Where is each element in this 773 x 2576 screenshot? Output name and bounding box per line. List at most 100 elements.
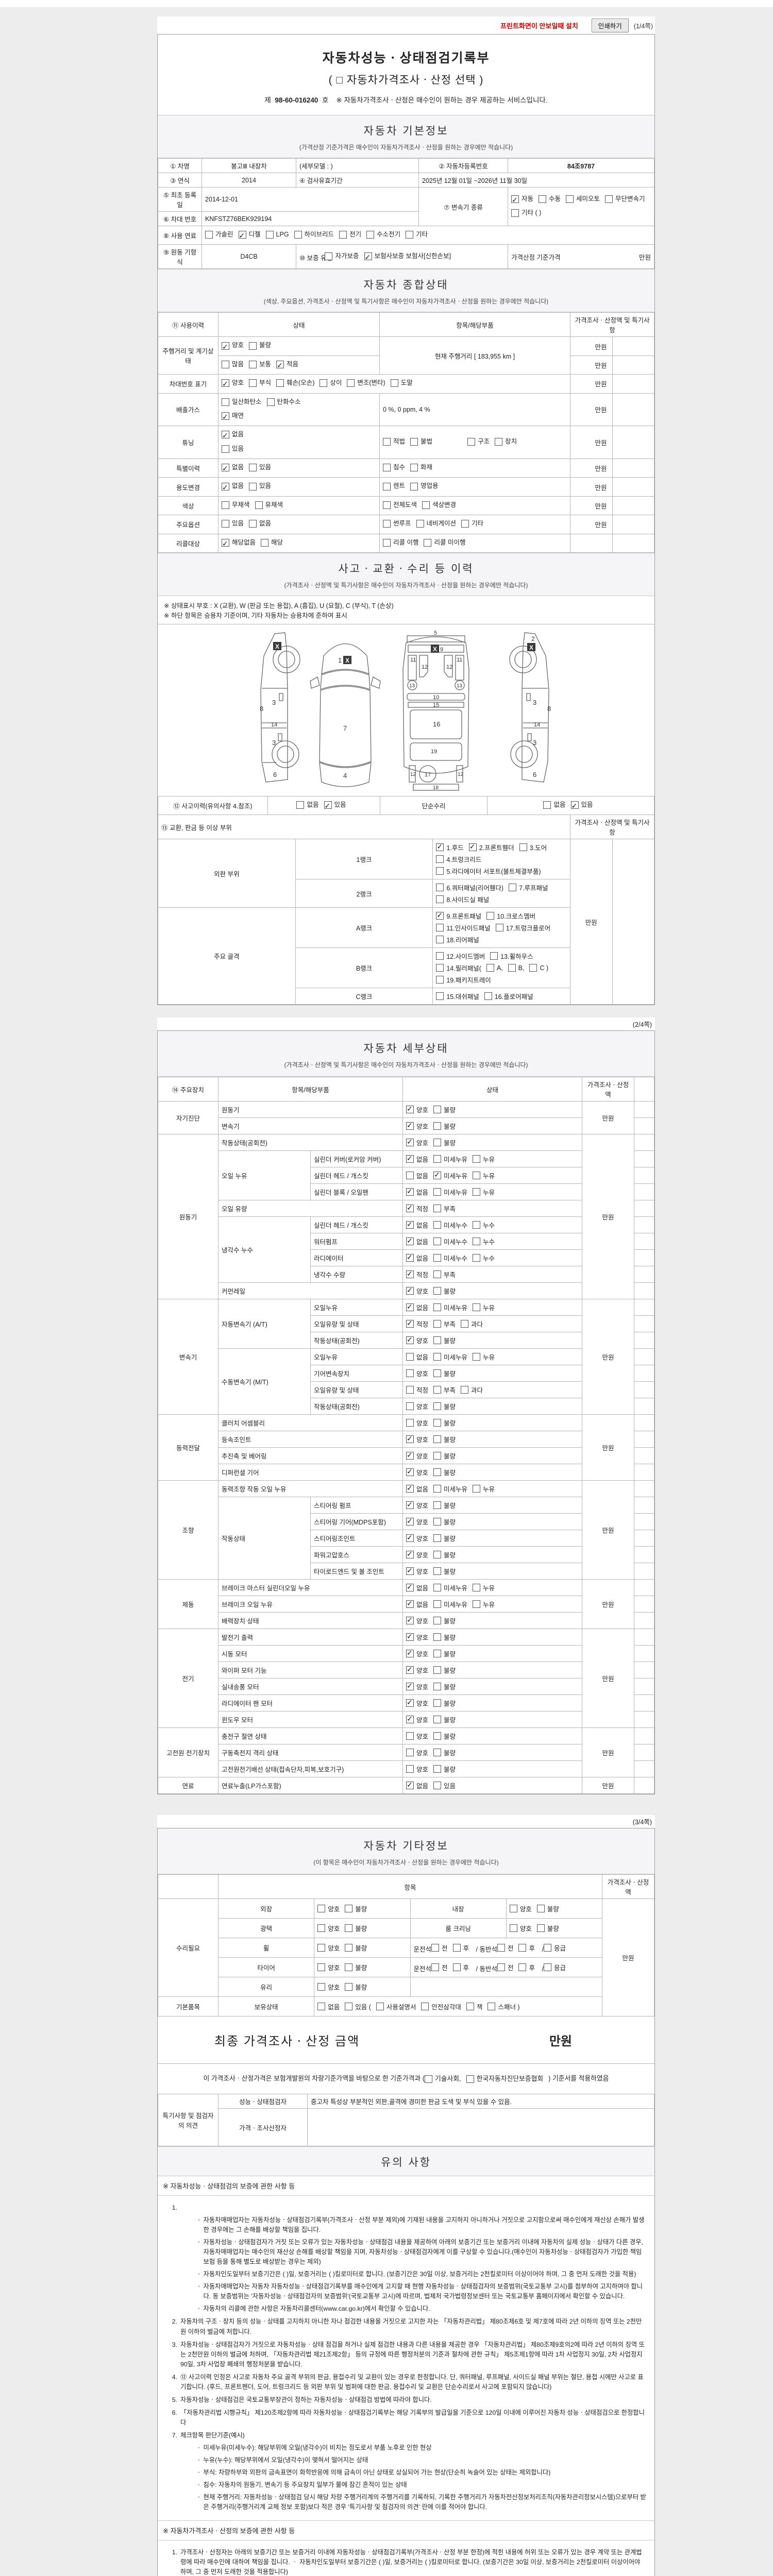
checkbox-없음: 없음 bbox=[406, 1583, 428, 1592]
page-1: 자동차성능ㆍ상태점검기록부 ( □ 자동차가격조사ㆍ산정 선택 ) 제 98-6… bbox=[157, 34, 655, 1006]
empty-box-icon bbox=[467, 438, 476, 446]
checkbox-전기: 전기 bbox=[339, 229, 361, 240]
detail-row: 냉각수 수량적정부족 bbox=[158, 1266, 654, 1283]
empty-box-icon bbox=[433, 1419, 442, 1427]
first-registration-date: 2014-12-01 bbox=[201, 187, 419, 212]
checkbox-불량: 불량 bbox=[433, 1517, 456, 1527]
checkbox-기타: 기타 bbox=[461, 518, 483, 529]
empty-box-icon bbox=[497, 1963, 505, 1972]
notice-item: 7. 체크항목 판단기준(예시) bbox=[172, 2431, 245, 2439]
print-install-hint-link[interactable]: 프린트화면이 안보일때 설치 bbox=[500, 22, 578, 30]
checkbox-하이브리드: 하이브리드 bbox=[294, 229, 334, 240]
checkbox-전: 전 bbox=[431, 1962, 448, 1972]
empty-box-icon bbox=[433, 1666, 442, 1674]
detail-row: 와이퍼 모터 기능양호불량 bbox=[158, 1662, 654, 1679]
empty-box-icon bbox=[433, 1765, 442, 1773]
checkbox-해당: 해당 bbox=[261, 537, 283, 548]
checkbox-불량: 불량 bbox=[433, 1550, 456, 1560]
empty-box-icon bbox=[383, 520, 391, 528]
checked-box-icon bbox=[406, 1682, 414, 1691]
checkbox-없음: 없음 bbox=[222, 462, 244, 475]
table-row: 특기사항 및 점검자의 의견 성능ㆍ상태점검자 중고차 특성상 부분적인 외판,… bbox=[158, 2094, 654, 2146]
empty-box-icon bbox=[436, 867, 444, 875]
checkbox-자가보증: 자가보증 bbox=[325, 251, 359, 262]
detail-row: 등속조인트양호불량 bbox=[158, 1431, 654, 1448]
registration-number: 84조9787 bbox=[508, 158, 654, 173]
checkbox-잭: 잭 bbox=[466, 2002, 482, 2011]
checkbox-불량: 불량 bbox=[433, 1748, 456, 1757]
empty-box-icon bbox=[433, 1600, 442, 1608]
table-row: ③ 연식 2014 ④ 검사유효기간 2025년 12월 01일 ~2026년 … bbox=[158, 173, 654, 188]
checkbox-미세누유: 미세누유 bbox=[433, 1583, 467, 1592]
empty-box-icon bbox=[433, 1106, 442, 1114]
svg-text:13: 13 bbox=[409, 683, 415, 689]
svg-text:3: 3 bbox=[272, 699, 276, 706]
current-mileage: 현재 주행거리 [ 183,955 km ] bbox=[379, 336, 570, 375]
empty-box-icon bbox=[543, 1963, 551, 1972]
empty-box-icon bbox=[433, 1716, 442, 1724]
empty-box-icon bbox=[433, 1551, 442, 1559]
checkbox-5.라디에이터 서포트(볼트체결부품): 5.라디에이터 서포트(볼트체결부품) bbox=[436, 866, 541, 876]
empty-box-icon bbox=[422, 501, 430, 509]
empty-box-icon bbox=[473, 1221, 481, 1229]
checkbox-미세누수: 미세누수 bbox=[433, 1220, 467, 1230]
empty-box-icon bbox=[436, 884, 444, 892]
checked-box-icon bbox=[406, 1467, 414, 1477]
empty-box-icon bbox=[566, 195, 574, 203]
checkbox-무단변속기: 무단변속기 bbox=[605, 194, 645, 205]
checkbox-후: 후 bbox=[518, 1943, 535, 1953]
svg-text:6: 6 bbox=[273, 771, 277, 778]
checkbox-2.프론트휀더: 2.프론트휀더 bbox=[468, 842, 514, 852]
section-overall-header: 자동차 종합상태 (색상, 주요옵션, 가격조사ㆍ산정액 및 특기사항은 매수인… bbox=[158, 269, 654, 313]
checkbox-없음: 없음 bbox=[406, 1484, 428, 1494]
checkbox-불량: 불량 bbox=[433, 1434, 456, 1444]
checked-box-icon bbox=[222, 430, 229, 442]
checkbox-양호: 양호 bbox=[406, 1368, 428, 1378]
doc-title: 자동차성능ㆍ상태점검기록부 bbox=[322, 51, 490, 65]
checkbox-3.도어: 3.도어 bbox=[519, 842, 547, 852]
checkbox-양호: 양호 bbox=[406, 1500, 428, 1510]
empty-box-icon bbox=[473, 1238, 481, 1246]
table-row: 주요옵션 있음 없음 썬루프 네비게이션 기타 만원 bbox=[158, 515, 654, 534]
empty-box-icon bbox=[383, 538, 391, 547]
checkbox-없음: 없음 bbox=[406, 1154, 428, 1164]
checkbox-불량: 불량 bbox=[433, 1368, 456, 1378]
checkbox-후: 후 bbox=[452, 1943, 469, 1953]
checkbox-없음: 없음 bbox=[406, 1171, 428, 1180]
detail-row: 고전원전기배선 상태(접속단자,피복,보호기구) 양호 불량 bbox=[158, 1760, 654, 1778]
notice-subitem: ◦ 미세누유(미세누수): 해당부위에 오일(냉각수)이 비치는 정도로서 부품 … bbox=[198, 2444, 432, 2451]
checkbox-불량: 불량 bbox=[433, 1665, 456, 1675]
empty-box-icon bbox=[508, 964, 516, 972]
empty-box-icon bbox=[406, 1402, 414, 1411]
empty-box-icon bbox=[466, 2003, 474, 2011]
checkbox-불량: 불량 bbox=[345, 1923, 367, 1933]
table-row: ⑭ 주요장치 항목/해당부품 상태 가격조사ㆍ산정액 bbox=[158, 1077, 654, 1102]
checkbox-없음: 없음 bbox=[406, 1352, 428, 1362]
checked-box-icon bbox=[406, 1220, 414, 1229]
print-button[interactable]: 인쇄하기 bbox=[591, 18, 629, 32]
svg-text:12: 12 bbox=[410, 772, 416, 777]
empty-box-icon bbox=[473, 1485, 481, 1493]
checkbox-양호: 양호 bbox=[406, 1138, 428, 1147]
checkbox-16.플로어패널: 16.플로어패널 bbox=[484, 991, 533, 1001]
empty-box-icon bbox=[473, 1584, 481, 1592]
svg-text:8: 8 bbox=[547, 705, 551, 713]
notice-subitem: ◦ 침수: 자동차의 원동기, 변속기 등 주요장치 일부가 물에 잠긴 흔적이 … bbox=[198, 2481, 407, 2489]
checked-box-icon bbox=[436, 842, 444, 852]
svg-text:X: X bbox=[345, 657, 349, 664]
empty-box-icon bbox=[433, 1369, 442, 1378]
empty-box-icon bbox=[406, 1765, 414, 1773]
checkbox-미세누유: 미세누유 bbox=[433, 1171, 467, 1180]
inspection-valid-period: 2025년 12월 01일 ~2026년 11월 30일 bbox=[418, 173, 654, 188]
table-row: ⑥ 차대 번호 KNFSTZ76BEK929194 bbox=[158, 211, 654, 226]
empty-box-icon bbox=[205, 231, 213, 239]
checkbox-양호: 양호 bbox=[406, 1434, 428, 1444]
etc-row: 타이어 양호 불량 운전석 전 후 / 동반석 전 후 / 응급 bbox=[158, 1957, 654, 1978]
checkbox-수동: 수동 bbox=[539, 194, 561, 205]
checkbox-구조: 구조 bbox=[467, 436, 490, 447]
empty-box-icon bbox=[410, 464, 418, 472]
